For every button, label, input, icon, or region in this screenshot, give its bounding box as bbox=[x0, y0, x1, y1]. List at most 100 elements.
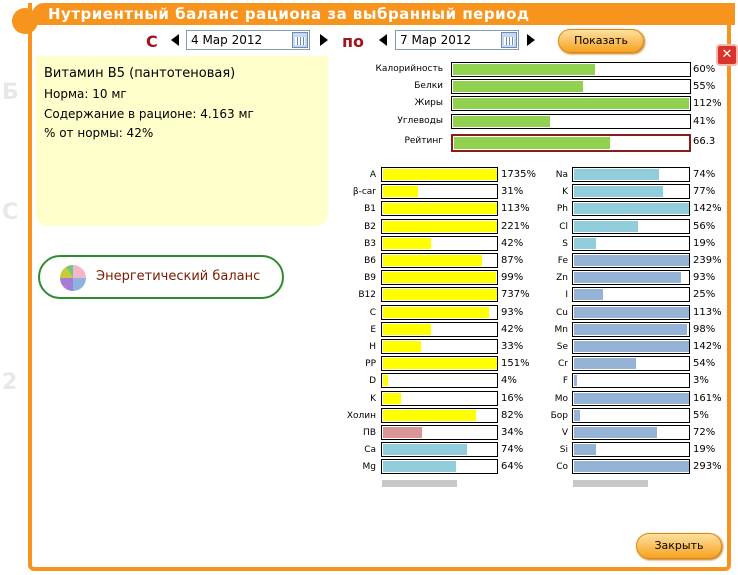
nutrient-percent: 74% bbox=[501, 444, 524, 456]
nutrient-label: K bbox=[370, 393, 376, 404]
summary-bar-fill bbox=[453, 116, 550, 127]
nutrient-percent: 42% bbox=[501, 323, 524, 335]
close-icon[interactable]: ✕ bbox=[716, 44, 738, 66]
nutrient-label: C bbox=[369, 307, 376, 318]
nutrient-label: Mg bbox=[362, 462, 376, 473]
nutrient-label: β-car bbox=[352, 187, 376, 198]
calendar-icon[interactable] bbox=[501, 32, 517, 48]
nutrient-percent: 87% bbox=[501, 255, 524, 266]
summary-percent: 41% bbox=[693, 116, 716, 127]
summary-percent: 112% bbox=[693, 98, 722, 109]
to-date-value: 7 Мар 2012 bbox=[400, 33, 472, 47]
dialog-titlebar: Нутриентный баланс рациона за выбранный … bbox=[32, 3, 735, 25]
nutrient-bar-fill bbox=[383, 220, 497, 232]
nutrient-label: F bbox=[562, 376, 568, 387]
nutrient-label: Cl bbox=[559, 221, 568, 232]
calendar-icon[interactable] bbox=[292, 32, 308, 48]
nutrient-label: Бор bbox=[550, 410, 568, 421]
summary-label: Белки bbox=[414, 81, 443, 91]
nutrient-percent: 113% bbox=[501, 203, 530, 215]
nutrient-label: Co bbox=[556, 462, 568, 473]
nutrient-bar-fill bbox=[574, 375, 577, 387]
nutrient-label: Cr bbox=[558, 359, 568, 370]
nutrient-percent: 25% bbox=[693, 289, 716, 301]
nutrient-bar bbox=[381, 442, 498, 458]
nutrient-bar-fill bbox=[383, 392, 401, 404]
nutrient-bar-fill bbox=[574, 306, 689, 318]
nutrient-label: E bbox=[370, 324, 376, 335]
nutrient-label: PP bbox=[365, 359, 376, 370]
nutrient-bar-fill bbox=[574, 341, 689, 352]
nutrient-percent: 293% bbox=[693, 461, 722, 473]
dialog-title: Нутриентный баланс рациона за выбранный … bbox=[48, 5, 530, 23]
nutrient-bar bbox=[381, 235, 498, 251]
nutrient-percent: 4% bbox=[501, 375, 517, 387]
nutrient-bar-fill bbox=[574, 255, 689, 266]
nutrient-bar-fill bbox=[383, 375, 388, 387]
nutrient-bar bbox=[572, 304, 690, 320]
nutrient-bar bbox=[572, 373, 690, 389]
to-prev-arrow-icon[interactable] bbox=[379, 34, 387, 46]
nutrient-name: Витамин B5 (пантотеновая) bbox=[44, 66, 236, 81]
nutrient-bar bbox=[381, 339, 498, 354]
nutrient-bar bbox=[572, 390, 690, 406]
nutrient-percent: 1735% bbox=[501, 169, 536, 180]
nutrient-percent: 19% bbox=[693, 444, 716, 456]
nutrient-bar-fill bbox=[574, 409, 580, 421]
nutrient-norm: Норма: 10 мг bbox=[44, 87, 127, 101]
nutrient-bar bbox=[572, 218, 690, 234]
nutrient-percent: 737% bbox=[501, 289, 530, 301]
nutrient-bar-fill bbox=[383, 255, 482, 266]
summary-label: Углеводы bbox=[397, 116, 443, 126]
nutrient-percent: 54% bbox=[693, 358, 716, 370]
summary-bar bbox=[451, 96, 691, 111]
nutrient-bar-fill bbox=[574, 461, 689, 473]
nutrient-bar bbox=[572, 356, 690, 372]
from-next-arrow-icon[interactable] bbox=[320, 34, 328, 46]
to-label: по bbox=[342, 32, 365, 51]
nutrient-bar-fill bbox=[574, 444, 596, 456]
nutrient-label: ПВ bbox=[363, 428, 376, 438]
nutrient-label: B9 bbox=[364, 273, 376, 284]
nutrient-bar bbox=[572, 235, 690, 251]
nutrient-label: Se bbox=[556, 342, 568, 352]
nutrient-bar-fill bbox=[383, 272, 496, 284]
nutrient-bar-fill bbox=[574, 272, 681, 284]
from-prev-arrow-icon[interactable] bbox=[171, 34, 179, 46]
nutrient-bar-fill bbox=[383, 341, 421, 352]
to-next-arrow-icon[interactable] bbox=[527, 34, 535, 46]
nutrient-percent: 74% bbox=[693, 169, 716, 180]
nutrient-bar bbox=[572, 339, 690, 354]
nutrient-label: Na bbox=[555, 170, 568, 180]
nutrient-label: V bbox=[561, 428, 568, 438]
nutrient-label: Ca bbox=[364, 445, 376, 456]
nutrient-label: Zn bbox=[556, 273, 568, 284]
nutrient-bar-fill bbox=[383, 461, 456, 473]
show-button[interactable]: Показать bbox=[558, 29, 644, 53]
from-date-value: 4 Мар 2012 bbox=[191, 33, 263, 47]
nutrient-bar bbox=[381, 167, 498, 182]
summary-bar-fill bbox=[453, 98, 689, 109]
energy-balance-button[interactable]: Энергетический баланс bbox=[38, 255, 284, 299]
nutrient-percent: 142% bbox=[693, 203, 722, 215]
close-button[interactable]: Закрыть bbox=[636, 533, 722, 559]
nutrient-bar-fill bbox=[383, 427, 422, 438]
nutrient-content: Содержание в рационе: 4.163 мг bbox=[44, 107, 254, 121]
nutrient-label: Ph bbox=[556, 204, 568, 215]
summary-bar bbox=[451, 114, 691, 129]
left-scrollbar[interactable] bbox=[382, 480, 457, 487]
nutrient-bar-fill bbox=[574, 289, 603, 301]
nutrient-percent: 19% bbox=[693, 237, 716, 249]
nutrient-bar-fill bbox=[383, 323, 431, 335]
to-date-input[interactable]: 7 Мар 2012 bbox=[395, 30, 519, 50]
right-scrollbar[interactable] bbox=[573, 480, 648, 487]
from-date-input[interactable]: 4 Мар 2012 bbox=[186, 30, 310, 50]
nutrient-bar-fill bbox=[574, 427, 657, 438]
nutrient-label: B3 bbox=[364, 238, 376, 249]
dialog-tab-ornament bbox=[12, 8, 38, 34]
nutrient-percent: 99% bbox=[501, 272, 524, 284]
nutrient-bar-fill bbox=[574, 323, 687, 335]
nutrient-bar bbox=[572, 167, 690, 182]
summary-percent: 60% bbox=[693, 64, 716, 75]
nutrient-bar bbox=[572, 459, 690, 475]
